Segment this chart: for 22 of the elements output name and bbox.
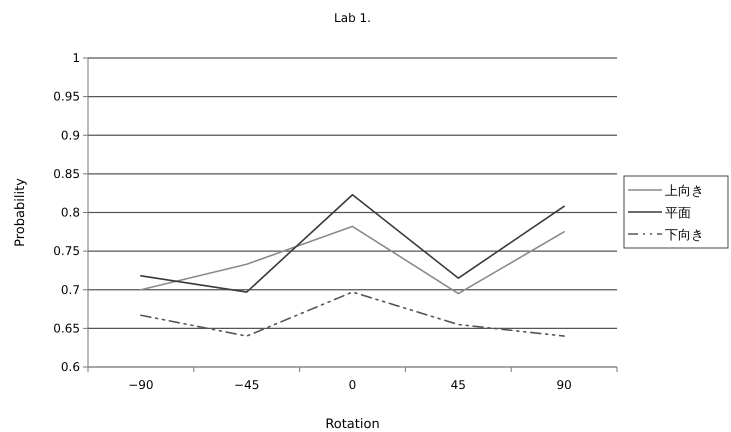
x-tick-label: 45 — [450, 378, 466, 392]
legend-label: 上向き — [665, 184, 704, 199]
y-tick-label: 0.65 — [53, 321, 80, 336]
y-tick-label: 0.7 — [60, 282, 80, 297]
y-axis-title: Probability — [13, 178, 28, 247]
y-tick-label: 1 — [72, 51, 80, 65]
x-tick-label: 90 — [556, 378, 572, 392]
y-tick-label: 0.8 — [60, 206, 80, 220]
y-tick-label: 0.75 — [53, 244, 80, 258]
x-axis-title: Rotation — [325, 417, 380, 432]
y-tick-label: 0.95 — [53, 90, 80, 104]
line-series — [140, 194, 565, 293]
x-tick-label: −45 — [234, 378, 260, 392]
y-tick-label: 0.9 — [60, 128, 80, 142]
y-tick-label: 0.6 — [60, 360, 80, 374]
line-series — [140, 226, 565, 294]
x-tick-label: −90 — [128, 378, 154, 392]
x-tick-label: 0 — [348, 378, 356, 392]
legend-label: 下向き — [665, 228, 704, 243]
y-tick-label: 0.85 — [53, 166, 80, 181]
chart-title: Lab 1. — [334, 11, 371, 25]
legend-label: 平面 — [665, 206, 691, 221]
